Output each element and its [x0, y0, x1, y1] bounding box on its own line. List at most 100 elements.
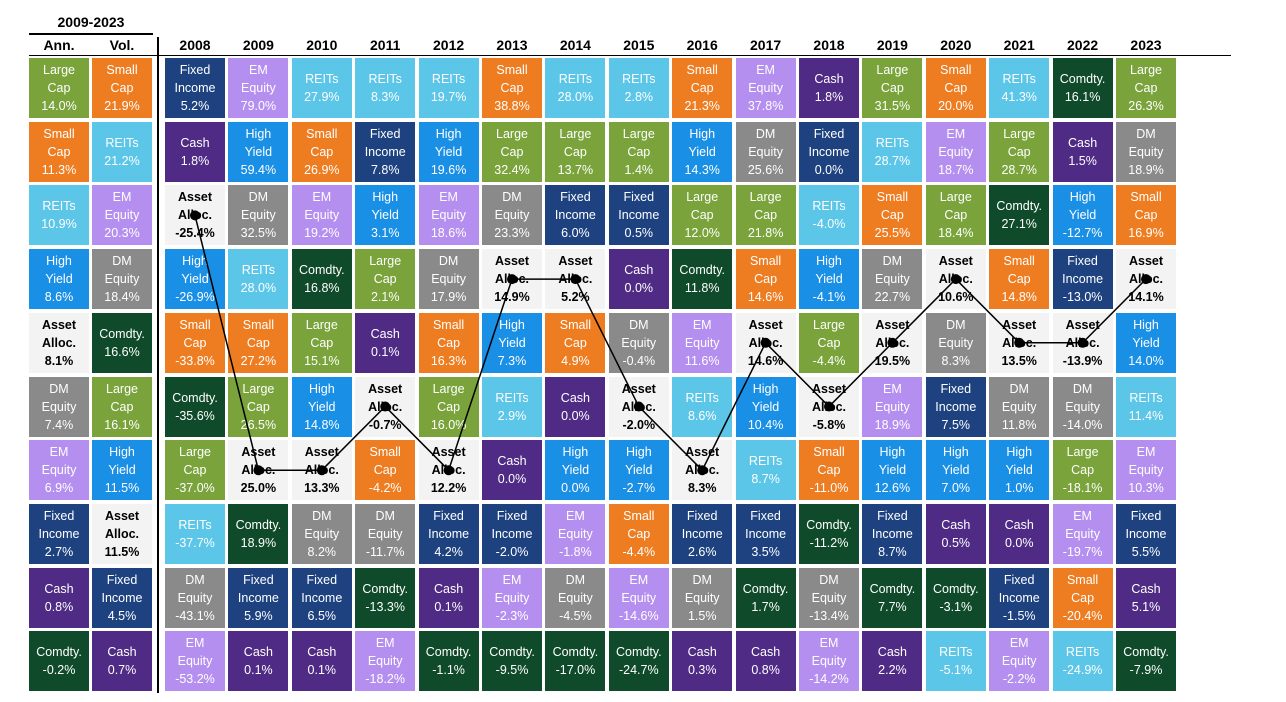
return-value: 26.5%	[240, 417, 277, 432]
return-value: -1.8%	[559, 544, 592, 559]
return-value: 0.1%	[370, 344, 400, 359]
year-header: 2016	[686, 37, 718, 53]
asset-class-label: Cash	[687, 645, 717, 660]
asset-class-label: Cash	[307, 645, 337, 660]
return-value: -1.1%	[432, 663, 465, 678]
asset-class-label: High Yield	[371, 190, 399, 223]
asset-class-label: DM Equity	[938, 317, 974, 350]
return-tile: Cash 0.8%	[29, 567, 89, 628]
return-tile: EM Equity -14.2%	[799, 631, 859, 692]
asset-class-label: Large Cap	[559, 126, 592, 159]
return-value: -37.7%	[175, 535, 215, 550]
return-tile: Fixed Income 7.8%	[355, 121, 416, 182]
return-tile: Small Cap 11.3%	[29, 121, 89, 182]
return-tile: EM Equity 10.3%	[1116, 440, 1176, 501]
return-tile: Large Cap 31.5%	[862, 58, 923, 118]
asset-class-label: Small Cap	[559, 317, 592, 350]
return-tile: High Yield 11.5%	[92, 440, 152, 501]
return-tile: Fixed Income -1.5%	[989, 567, 1050, 628]
return-value: 8.7%	[751, 472, 780, 487]
return-value: 18.9%	[240, 535, 277, 550]
asset-class-label: Asset Alloc.	[1128, 254, 1164, 287]
return-tile: REITs 41.3%	[989, 58, 1050, 118]
asset-class-label: DM Equity	[431, 254, 466, 287]
return-value: 28.0%	[557, 90, 594, 104]
return-tile: High Yield -2.7%	[608, 440, 669, 501]
return-value: 14.3%	[684, 162, 720, 177]
asset-class-label: EM Equity	[748, 63, 783, 95]
return-tile: Asset Alloc. 13.3%	[291, 440, 352, 501]
asset-class-label: Comdty.	[298, 263, 345, 278]
asset-class-label: DM Equity	[558, 572, 593, 605]
asset-class-label: Asset Alloc.	[431, 445, 466, 478]
return-tile: Asset Alloc. 19.5%	[862, 312, 923, 373]
return-tile: EM Equity 18.9%	[862, 376, 923, 437]
return-tile: Comdty. 16.1%	[1052, 58, 1113, 118]
asset-class-label: EM Equity	[1128, 445, 1164, 478]
asset-class-label: Large Cap	[813, 317, 845, 350]
asset-class-label: Large Cap	[432, 381, 465, 414]
return-tile: DM Equity 25.6%	[735, 121, 796, 182]
return-value: 0.0%	[1004, 535, 1034, 550]
asset-class-label: EM Equity	[494, 572, 530, 605]
asset-class-label: DM Equity	[621, 317, 657, 350]
return-value: 28.0%	[240, 281, 277, 296]
asset-class-label: Comdty.	[1059, 72, 1106, 86]
return-value: 16.1%	[104, 417, 140, 432]
return-tile: Large Cap 12.0%	[672, 185, 733, 246]
return-tile: Cash 0.0%	[608, 249, 669, 310]
asset-class-label: Fixed Income	[681, 508, 723, 541]
asset-class-label: DM Equity	[367, 508, 403, 541]
asset-class-label: Small Cap	[432, 317, 465, 350]
return-value: 1.7%	[751, 599, 780, 614]
asset-class-label: Cash	[624, 263, 654, 278]
return-value: 7.7%	[878, 599, 907, 614]
asset-class-label: EM Equity	[1065, 508, 1100, 541]
return-tile: Small Cap 16.3%	[418, 312, 479, 373]
return-value: 1.8%	[814, 90, 844, 104]
return-value: 16.3%	[430, 353, 467, 368]
asset-class-label: Small Cap	[940, 63, 972, 95]
return-tile: Small Cap 16.9%	[1116, 185, 1176, 246]
return-tile: Asset Alloc. 14.1%	[1116, 249, 1176, 310]
year-header: 2013	[496, 37, 528, 53]
return-tile: EM Equity -1.8%	[545, 503, 606, 564]
return-value: 28.7%	[874, 153, 911, 168]
return-tile: DM Equity -0.4%	[608, 312, 669, 373]
return-value: -4.0%	[812, 217, 846, 232]
return-value: 32.5%	[240, 226, 277, 241]
year-header: 2019	[876, 37, 908, 53]
asset-class-label: Asset Alloc.	[241, 445, 276, 478]
return-tile: Cash 0.1%	[228, 631, 289, 692]
return-value: 14.0%	[41, 99, 77, 113]
return-value: -20.4%	[1062, 608, 1103, 623]
return-value: 8.7%	[878, 544, 907, 559]
return-value: 18.6%	[430, 226, 467, 241]
return-tile: Large Cap 16.1%	[92, 376, 152, 437]
return-value: -35.6%	[175, 408, 215, 423]
return-value: 10.4%	[747, 417, 784, 432]
asset-class-label: EM Equity	[431, 190, 466, 223]
return-value: 25.5%	[874, 226, 911, 241]
year-header: 2017	[750, 37, 782, 53]
return-value: 2.7%	[44, 544, 74, 559]
year-header: 2015	[623, 37, 655, 53]
return-value: 8.3%	[370, 90, 400, 104]
asset-class-label: REITs	[105, 135, 139, 150]
return-tile: EM Equity 11.6%	[672, 312, 733, 373]
return-tile: Fixed Income -13.0%	[1052, 249, 1113, 310]
asset-class-label: Fixed Income	[491, 508, 533, 541]
asset-class-label: EM Equity	[875, 381, 910, 414]
return-value: 5.5%	[1131, 544, 1161, 559]
year-header: 2018	[813, 37, 845, 53]
year-header: 2020	[940, 37, 972, 53]
asset-class-label: Asset Alloc.	[811, 381, 847, 414]
asset-class-label: REITs	[685, 390, 719, 405]
return-value: 11.4%	[1128, 408, 1164, 423]
return-tile: EM Equity 37.8%	[735, 58, 796, 118]
return-tile: DM Equity -4.5%	[545, 567, 606, 628]
return-tile: EM Equity 19.2%	[291, 185, 352, 246]
return-tile: Large Cap -18.1%	[1052, 440, 1113, 501]
asset-class-label: Small Cap	[43, 126, 75, 159]
